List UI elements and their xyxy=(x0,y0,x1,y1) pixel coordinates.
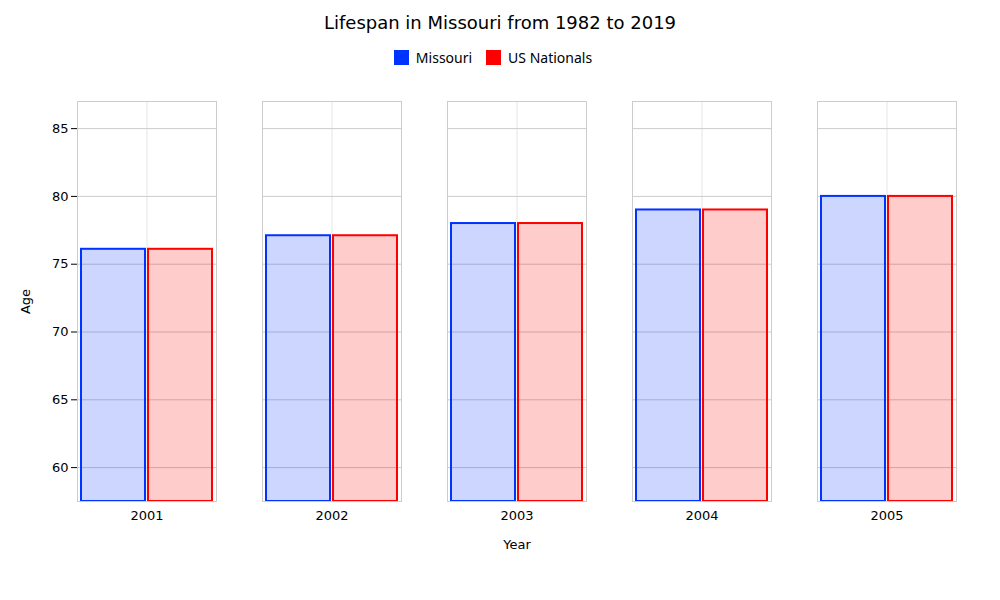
svg-text:Age: Age xyxy=(18,289,33,314)
svg-text:80: 80 xyxy=(52,189,69,204)
svg-text:2001: 2001 xyxy=(130,508,163,523)
svg-text:75: 75 xyxy=(52,256,69,271)
svg-text:65: 65 xyxy=(52,392,69,407)
svg-text:2005: 2005 xyxy=(870,508,903,523)
svg-text:2004: 2004 xyxy=(685,508,718,523)
svg-text:85: 85 xyxy=(52,121,69,136)
svg-text:60: 60 xyxy=(52,460,69,475)
svg-text:2003: 2003 xyxy=(500,508,533,523)
svg-text:Year: Year xyxy=(502,537,531,552)
html-text:US Nationals: US Nationals xyxy=(508,48,593,67)
svg-text:2002: 2002 xyxy=(315,508,348,523)
html-text:Lifespan in Missouri from 1982: Lifespan in Missouri from 1982 to 2019 xyxy=(323,12,676,33)
svg-text:70: 70 xyxy=(52,324,69,339)
html-text:Missouri: Missouri xyxy=(415,48,473,67)
